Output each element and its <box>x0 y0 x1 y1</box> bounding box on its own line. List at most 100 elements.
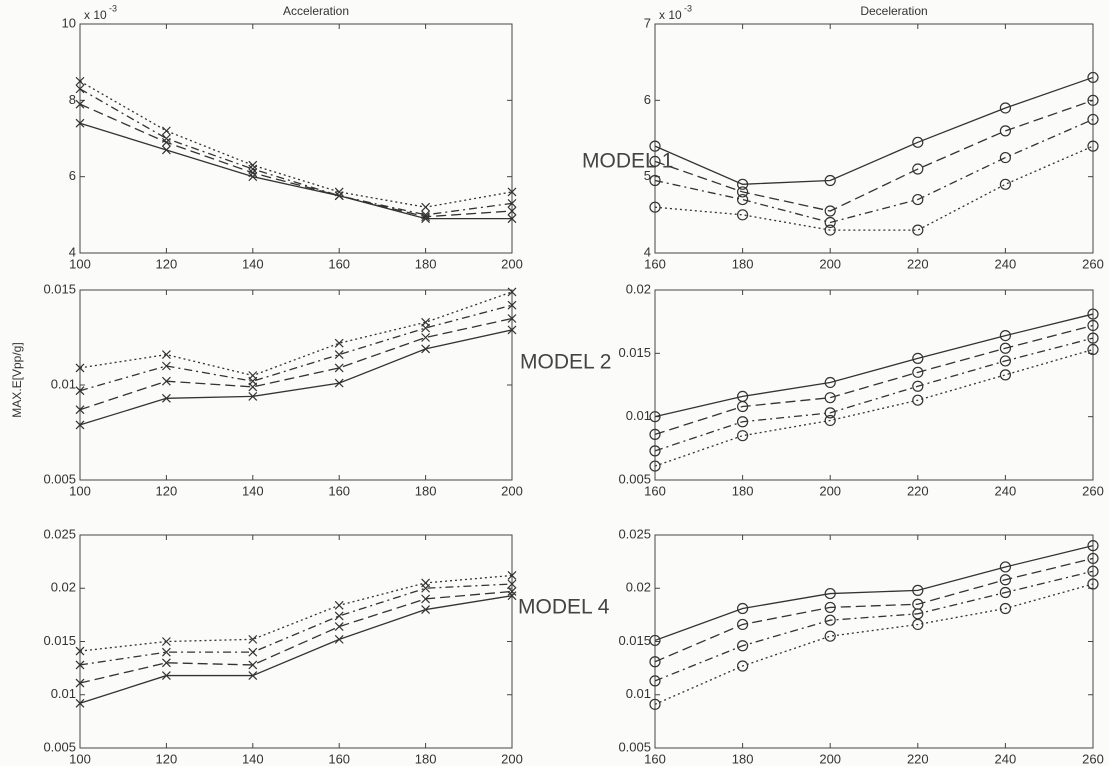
chart: Velocity(km/hr)0.0050.010.0150.020.02510… <box>43 526 522 766</box>
model-label: MODEL 4 <box>518 596 610 619</box>
chart: 0.0050.010.015100120140160180200 <box>43 281 522 498</box>
x-tick-label: 160 <box>644 256 666 271</box>
y-tick-label: 0.015 <box>618 345 651 360</box>
y-tick-label: 10 <box>62 15 76 30</box>
marker <box>249 169 257 177</box>
x-tick-label: 140 <box>242 483 264 498</box>
series-line <box>80 81 512 207</box>
y-tick-label: 7 <box>644 15 651 30</box>
marker <box>162 135 170 143</box>
y-tick-label: 0.01 <box>626 408 651 423</box>
x-tick-label: 180 <box>732 483 754 498</box>
axis-multiplier: x 10 <box>84 8 107 22</box>
plot-frame <box>80 290 512 480</box>
chart-title: Acceleration <box>283 4 349 18</box>
y-tick-label: 6 <box>69 168 76 183</box>
x-tick-label: 120 <box>156 483 178 498</box>
series-line <box>80 319 512 410</box>
x-tick-label: 260 <box>1082 256 1104 271</box>
x-tick-label: 160 <box>328 751 350 766</box>
y-tick-label: 0.015 <box>43 633 76 648</box>
x-tick-label: 120 <box>156 256 178 271</box>
x-tick-label: 240 <box>995 751 1017 766</box>
chart: 0.0050.010.0150.02160180200220240260 <box>618 281 1103 498</box>
x-tick-label: 160 <box>644 483 666 498</box>
marker <box>335 612 343 620</box>
series-line <box>655 558 1093 661</box>
x-tick-label: 260 <box>1082 751 1104 766</box>
chart: Accelerationx 10-34681010012014016018020… <box>62 3 523 271</box>
marker <box>249 648 257 656</box>
y-tick-label: 0.02 <box>626 580 651 595</box>
x-tick-label: 200 <box>501 751 523 766</box>
marker <box>422 318 430 326</box>
series-line <box>655 350 1093 467</box>
series-line <box>80 305 512 391</box>
x-tick-label: 100 <box>69 256 91 271</box>
series-line <box>80 596 512 704</box>
series-line <box>80 104 512 217</box>
y-axis-label: MAX.E[Vpp/g] <box>10 342 24 417</box>
x-tick-label: 180 <box>415 483 437 498</box>
marker <box>422 579 430 587</box>
series-line <box>80 591 512 683</box>
figure: MODEL 1 MODEL 2 MODEL 4 MAX.E[Vpp/g] Acc… <box>0 0 1109 766</box>
x-tick-label: 240 <box>995 256 1017 271</box>
x-tick-label: 100 <box>69 483 91 498</box>
series-line <box>80 330 512 425</box>
marker <box>249 372 257 380</box>
marker <box>825 393 835 403</box>
x-tick-label: 220 <box>907 751 929 766</box>
axis-multiplier-exponent: -3 <box>684 3 692 13</box>
y-tick-label: 8 <box>69 92 76 107</box>
y-tick-label: 0.025 <box>43 526 76 541</box>
x-tick-label: 100 <box>69 751 91 766</box>
series-line <box>80 123 512 218</box>
chart: Velocity(km/hr)0.0050.010.0150.020.02516… <box>618 526 1103 766</box>
series-line <box>80 584 512 665</box>
y-tick-label: 0.015 <box>618 633 651 648</box>
y-tick-label: 0.01 <box>626 686 651 701</box>
marker <box>1000 179 1010 189</box>
y-tick-label: 0.025 <box>618 526 651 541</box>
chart-title: Deceleration <box>860 4 927 18</box>
series-line <box>655 146 1093 230</box>
x-tick-label: 200 <box>501 483 523 498</box>
x-tick-label: 220 <box>907 256 929 271</box>
series-line <box>655 314 1093 417</box>
y-tick-label: 0.01 <box>51 376 76 391</box>
series-line <box>655 546 1093 641</box>
marker <box>335 623 343 631</box>
series-line <box>655 77 1093 184</box>
model-label: MODEL 2 <box>520 351 611 374</box>
plot-frame <box>80 535 512 748</box>
series-line <box>655 571 1093 681</box>
marker <box>1000 370 1010 380</box>
marker <box>335 339 343 347</box>
marker <box>738 195 748 205</box>
x-tick-label: 160 <box>328 483 350 498</box>
x-tick-label: 120 <box>156 751 178 766</box>
x-tick-label: 200 <box>819 751 841 766</box>
plot-frame <box>655 535 1093 748</box>
y-tick-label: 0.02 <box>626 281 651 296</box>
x-tick-label: 140 <box>242 751 264 766</box>
x-tick-label: 140 <box>242 256 264 271</box>
series-line <box>80 292 512 376</box>
marker <box>335 601 343 609</box>
plot-frame <box>655 24 1093 253</box>
series-line <box>655 338 1093 451</box>
x-tick-label: 200 <box>501 256 523 271</box>
y-tick-label: 0.02 <box>51 580 76 595</box>
series-line <box>655 584 1093 704</box>
chart: Decelerationx 10-34567160180200220240260 <box>644 3 1104 271</box>
x-tick-label: 180 <box>732 256 754 271</box>
marker <box>249 161 257 169</box>
series-line <box>80 89 512 215</box>
x-tick-label: 180 <box>732 751 754 766</box>
x-tick-label: 160 <box>328 256 350 271</box>
x-tick-label: 180 <box>415 256 437 271</box>
axis-multiplier-exponent: -3 <box>109 3 117 13</box>
y-tick-label: 0.01 <box>51 686 76 701</box>
x-tick-label: 200 <box>819 483 841 498</box>
